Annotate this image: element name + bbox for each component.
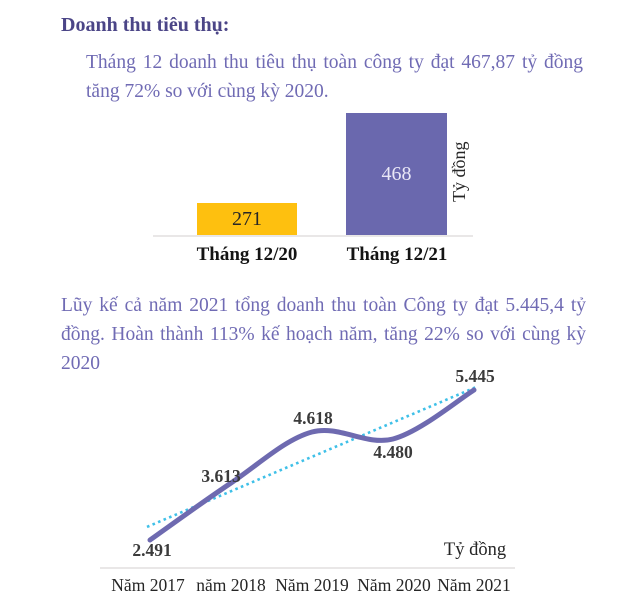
bar-value-label-dec-2021: 468	[381, 163, 412, 185]
line-axis-label-2019: Năm 2019	[275, 575, 349, 595]
line-axis-label-2020: Năm 2020	[357, 575, 431, 595]
bar-dec-2021: 468	[346, 113, 447, 236]
monthly-revenue-paragraph: Tháng 12 doanh thu tiêu thụ toàn công ty…	[86, 52, 583, 102]
line-value-label-2021: 5.445	[455, 366, 495, 386]
bar-axis-label-dec-2021: Tháng 12/21	[346, 244, 448, 265]
bar-chart-unit-label: Tỷ đồng	[449, 141, 469, 203]
bar-chart-baseline	[153, 235, 473, 237]
line-value-label-2018: 3.613	[201, 466, 241, 486]
bar-axis-label-dec-2020: Tháng 12/20	[196, 244, 298, 265]
bar-dec-2020: 271	[197, 203, 297, 236]
line-axis-label-2021: Năm 2021	[437, 575, 511, 595]
line-axis-label-2018: năm 2018	[196, 575, 266, 595]
line-chart-unit-label: Tỷ đồng	[443, 540, 507, 560]
line-axis-label-2017: Năm 2017	[111, 575, 185, 595]
bar-value-label-dec-2020: 271	[232, 208, 262, 230]
revenue-curve	[147, 387, 477, 543]
line-value-label-2020: 4.480	[373, 442, 413, 462]
line-chart-canvas	[100, 385, 515, 569]
line-value-label-2017: 2.491	[132, 540, 172, 560]
annual-revenue-paragraph: Lũy kế cả năm 2021 tổng doanh thu toàn C…	[61, 295, 586, 374]
section-heading: Doanh thu tiêu thụ:	[61, 14, 230, 36]
line-value-label-2019: 4.618	[293, 408, 333, 428]
